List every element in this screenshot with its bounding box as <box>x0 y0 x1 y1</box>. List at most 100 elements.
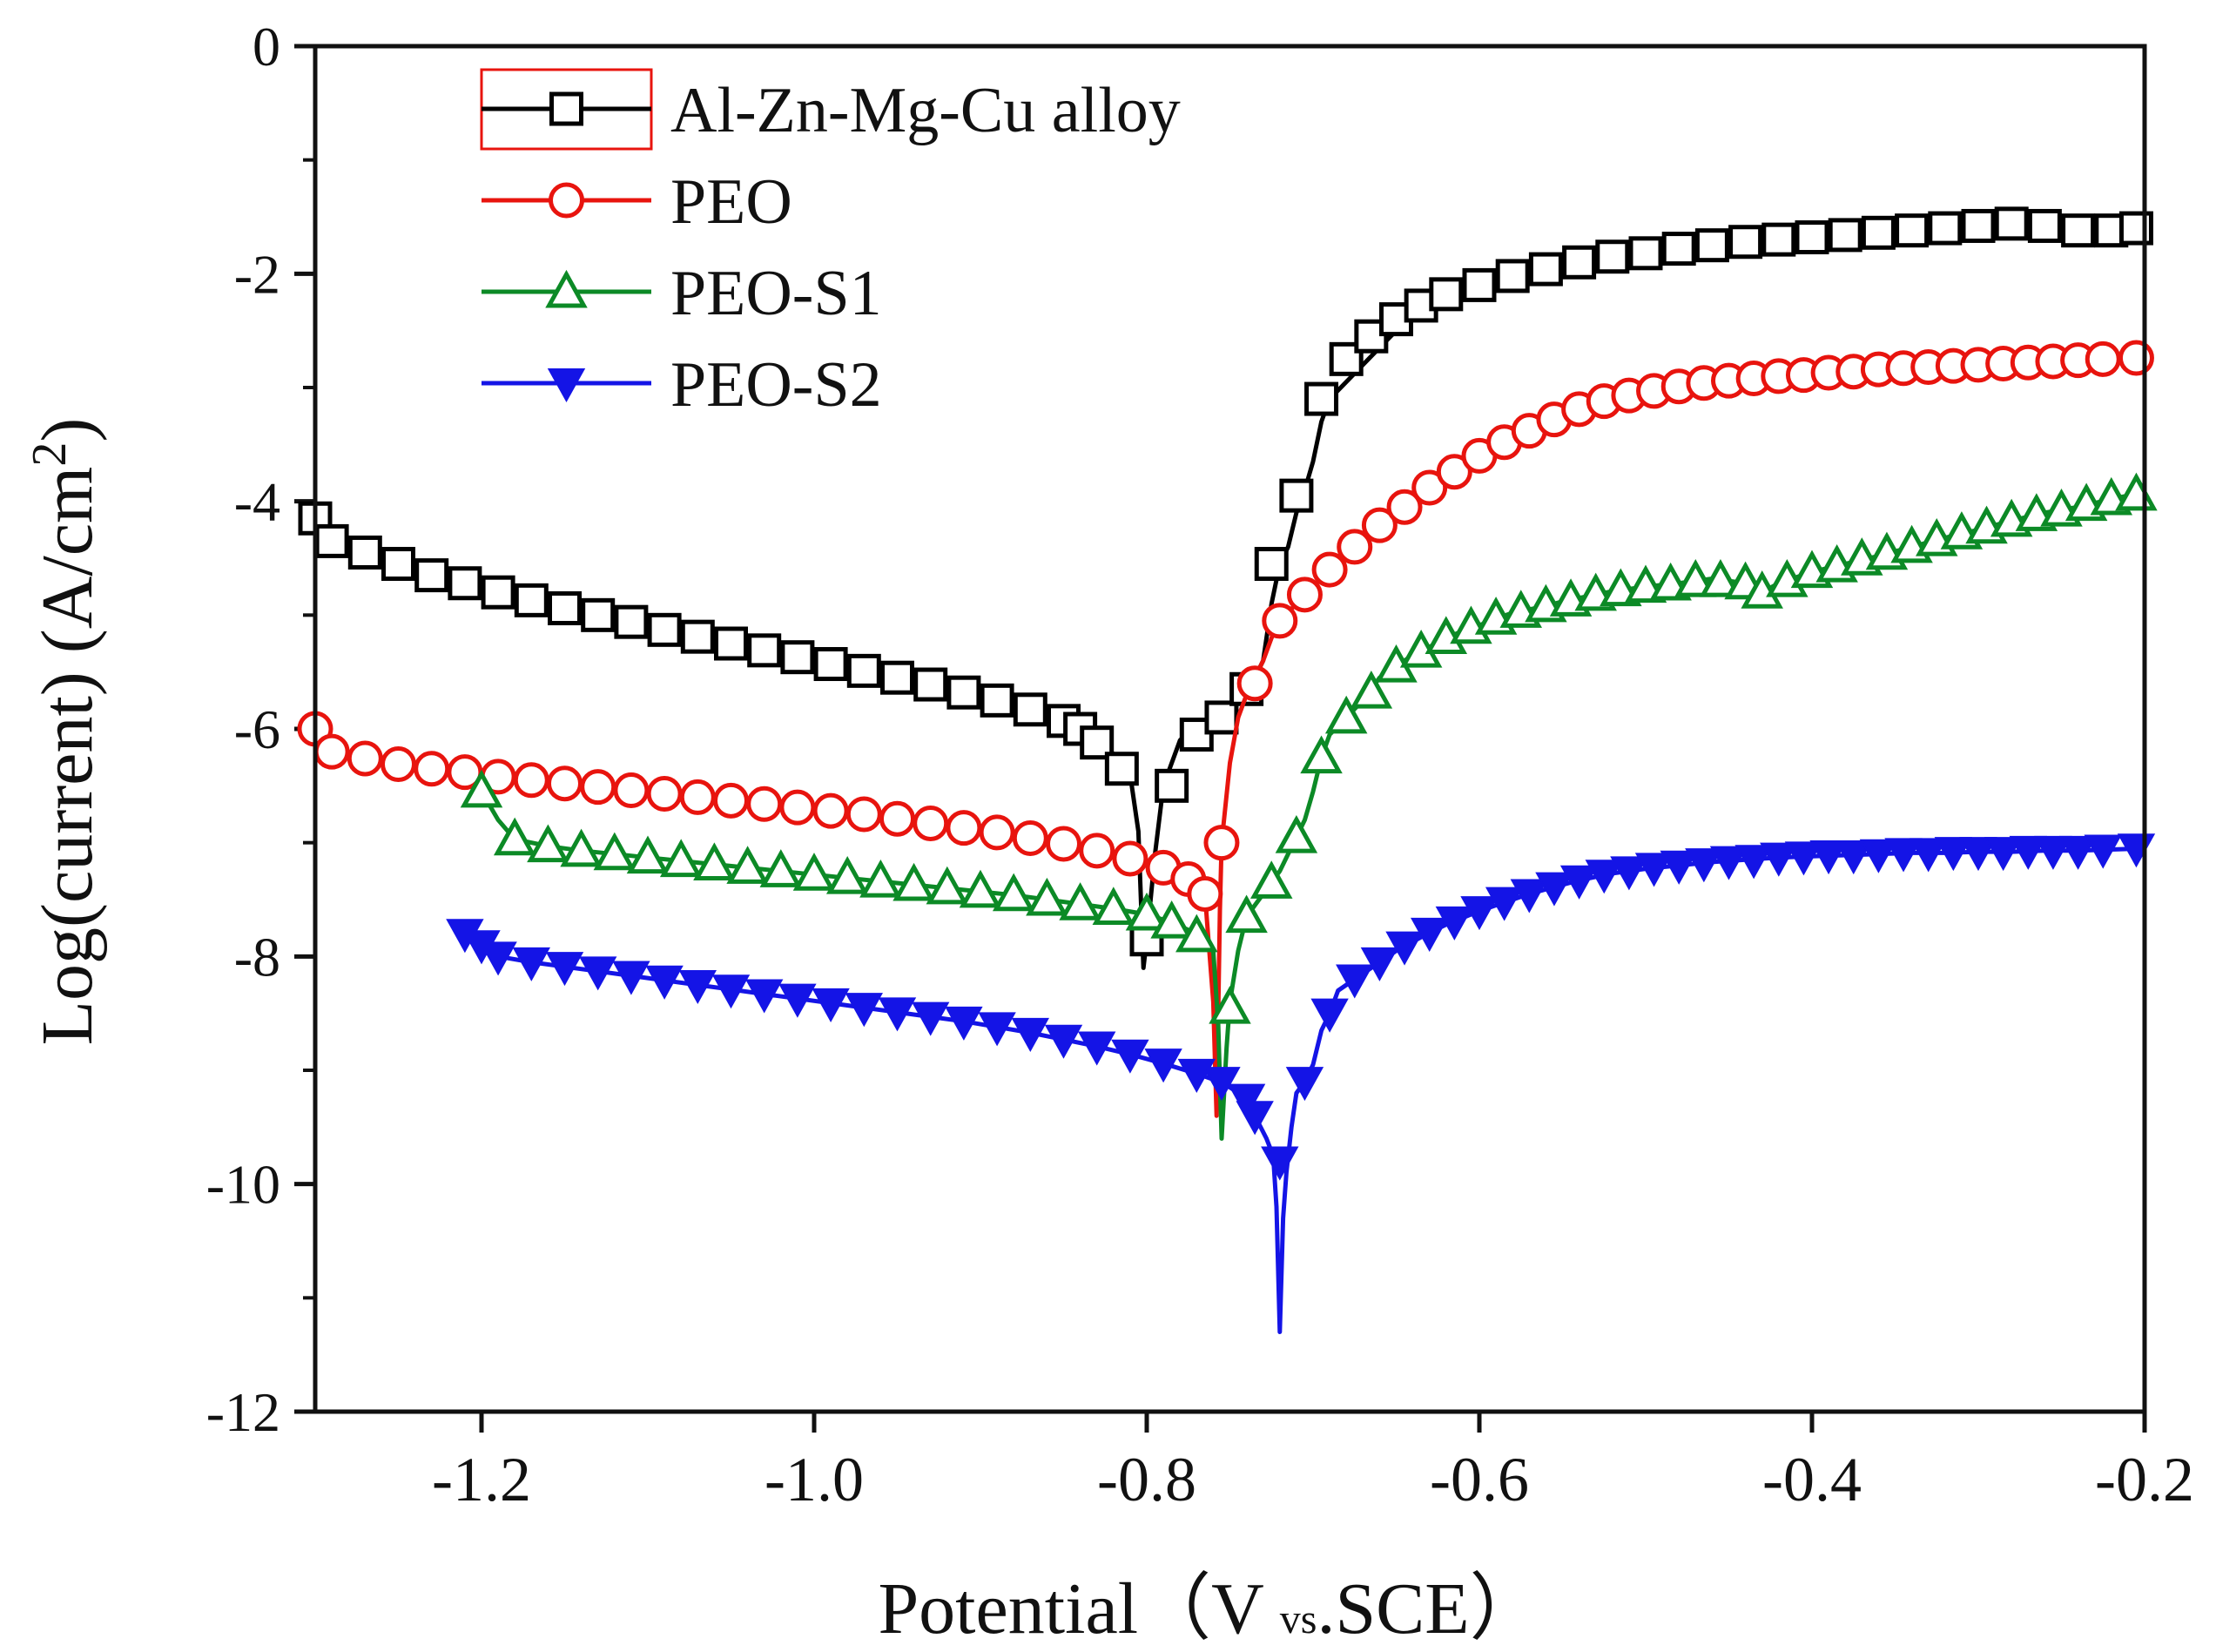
data-point <box>1660 850 1698 885</box>
data-point <box>613 772 650 809</box>
data-point <box>779 789 816 826</box>
data-point <box>1144 1049 1182 1083</box>
series-layer <box>297 206 2158 1334</box>
data-point <box>1411 917 1449 952</box>
data-point <box>1685 848 1723 883</box>
data-point <box>845 993 883 1028</box>
data-point <box>1175 914 1218 953</box>
data-point <box>693 842 736 880</box>
data-point <box>2061 213 2096 248</box>
data-point <box>1111 1039 1149 1074</box>
data-point <box>1462 267 1497 302</box>
data-point <box>1859 839 1898 873</box>
legend-item: PEO-S2 <box>482 349 882 421</box>
data-point <box>1227 1083 1266 1118</box>
data-point <box>747 633 782 668</box>
data-point <box>780 640 815 675</box>
data-point <box>1011 1017 1049 1052</box>
data-point <box>714 626 748 661</box>
x-axis-title: Potential（V vs.SCE） <box>878 1568 1542 1649</box>
data-point <box>560 828 603 867</box>
data-point <box>1784 841 1823 876</box>
data-point <box>493 817 536 856</box>
data-point <box>1910 838 1948 873</box>
x-tick-label: -0.4 <box>1762 1445 1862 1514</box>
data-point <box>1046 826 1081 862</box>
data-point <box>892 862 935 901</box>
data-point <box>1934 837 1973 872</box>
data-point <box>1994 206 2029 241</box>
data-point <box>1674 558 1717 597</box>
legend: Al-Zn-Mg-Cu alloy PEO PEO-S1 PEO-S2 <box>480 68 1181 421</box>
legend-label: PEO-S2 <box>670 349 882 421</box>
data-point <box>926 866 969 905</box>
data-point <box>825 856 869 894</box>
data-point <box>1734 845 1773 880</box>
data-point <box>1984 837 2023 872</box>
series-2 <box>460 472 2158 1141</box>
x-tick-label: -0.8 <box>1097 1445 1196 1514</box>
y-tick-label: -6 <box>234 698 280 760</box>
data-point <box>1709 846 1748 880</box>
data-point <box>1884 838 1923 873</box>
data-point <box>1385 931 1424 966</box>
data-point <box>1261 1146 1299 1181</box>
x-tick-label: -0.2 <box>2095 1445 2194 1514</box>
data-point <box>812 792 849 829</box>
data-point <box>1044 1024 1083 1059</box>
data-point <box>1861 215 1896 250</box>
legend-item: PEO <box>482 166 792 238</box>
data-point <box>1761 222 1796 257</box>
data-point <box>1895 213 1930 248</box>
legend-marker <box>545 269 588 308</box>
data-point <box>593 832 637 871</box>
data-point <box>460 769 503 808</box>
data-point <box>946 675 981 710</box>
data-point <box>1559 865 1599 900</box>
data-point <box>959 869 1002 908</box>
data-point <box>548 590 582 625</box>
y-axis-title: Log(current) (A/cm2) <box>23 418 108 1046</box>
data-point <box>1324 695 1368 734</box>
data-point <box>1959 837 1997 872</box>
data-point <box>1350 671 1393 709</box>
data-point <box>859 859 902 898</box>
data-point <box>1279 478 1314 513</box>
data-point <box>1013 692 1047 727</box>
data-point <box>1285 1067 1324 1102</box>
data-point <box>1562 245 1597 280</box>
data-point <box>1411 469 1448 506</box>
data-point <box>347 740 383 777</box>
data-point <box>1112 840 1148 877</box>
data-point <box>745 979 784 1014</box>
data-point <box>945 1006 983 1041</box>
data-point <box>1092 887 1135 925</box>
y-tick-label: -2 <box>234 243 280 305</box>
data-point <box>679 779 716 815</box>
data-point <box>845 796 882 833</box>
data-point <box>878 997 917 1032</box>
legend-label: PEO <box>670 166 792 238</box>
data-point <box>1386 489 1423 525</box>
data-point <box>992 873 1035 912</box>
data-point <box>913 667 948 702</box>
data-point <box>314 523 349 558</box>
data-point <box>1275 814 1318 853</box>
data-point <box>1435 906 1474 941</box>
data-point <box>1528 252 1563 287</box>
data-point <box>1634 853 1674 887</box>
legend-label: Al-Zn-Mg-Cu alloy <box>670 75 1181 146</box>
y-axis-title-tail: ) <box>27 418 108 442</box>
data-point <box>1485 887 1524 921</box>
data-point <box>1236 1101 1274 1136</box>
plot-frame <box>313 44 2147 1414</box>
legend-marker <box>547 368 586 403</box>
data-point <box>2009 835 2047 870</box>
data-point <box>1835 840 1873 875</box>
data-point <box>1460 896 1499 931</box>
data-point <box>1236 665 1273 702</box>
data-point <box>913 805 949 841</box>
x-tick-label: -1.2 <box>432 1445 531 1514</box>
data-point <box>813 647 848 682</box>
